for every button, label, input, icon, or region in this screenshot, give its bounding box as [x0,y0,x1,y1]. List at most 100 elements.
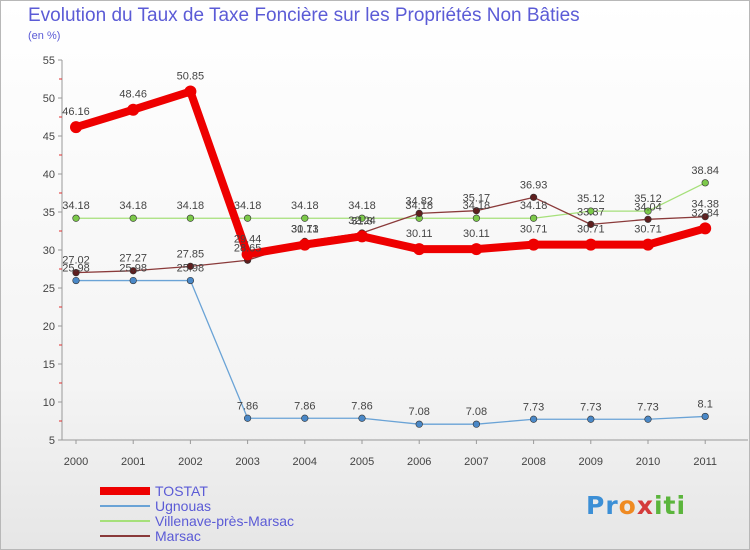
data-label-villenave-pr-s-marsac: 34.18 [348,200,376,212]
data-point-ugnouas [72,276,80,285]
chart-title: Evolution du Taux de Taxe Foncière sur l… [28,5,580,26]
data-label-tostat: 30.11 [406,228,433,240]
data-label-tostat: 30.11 [463,228,490,240]
data-label-villenave-pr-s-marsac: 34.18 [62,200,90,212]
data-label-ugnouas: 7.73 [523,401,544,413]
data-point-villenave-pr-s-marsac [244,214,252,222]
data-label-tostat: 31.8 [351,215,372,227]
data-point-ugnouas [587,415,595,423]
data-point-villenave-pr-s-marsac [701,179,709,187]
y-tick-label: 30 [43,245,55,257]
data-point-marsac [644,215,652,223]
data-point-ugnouas [701,412,709,421]
data-label-tostat: 50.85 [177,71,205,83]
chart-subtitle: (en %) [28,30,61,42]
y-tick-label: 50 [43,93,55,105]
data-point-ugnouas [301,414,309,422]
data-point-ugnouas [129,276,137,285]
x-tick-label: 2007 [464,456,488,468]
data-label-ugnouas: 7.08 [408,406,429,418]
data-label-tostat: 29.44 [234,233,262,245]
data-point-ugnouas [244,414,252,422]
data-point-tostat [527,238,540,251]
legend-label-tostat: TOSTAT [155,483,208,499]
data-label-marsac: 32.24 [348,215,376,227]
data-label-ugnouas: 7.73 [580,401,601,413]
data-label-tostat: 46.16 [62,106,90,118]
data-labels: 25.98 25.98 25.98 7.86 7.86 7.86 7.08 7.08 7.73 7… [62,71,719,419]
data-point-tostat [70,121,82,134]
data-label-marsac: 36.93 [520,179,548,191]
data-point-marsac [129,267,137,275]
axes: 5 10 15 20 25 30 35 40 45 50 55 2000 2001 2002 2003 200… [43,55,748,468]
x-tick-label: 2004 [293,456,317,468]
y-tick-label: 5 [49,435,55,447]
data-label-marsac: 33.37 [577,206,605,218]
data-point-villenave-pr-s-marsac [358,214,366,222]
data-label-tostat: 30.71 [291,224,319,236]
data-point-marsac [72,269,80,277]
series-line-marsac [75,196,706,274]
data-label-villenave-pr-s-marsac: 34.18 [463,200,491,212]
data-point-tostat [298,238,311,251]
data-label-tostat: 30.71 [577,224,605,236]
data-point-ugnouas [529,415,538,423]
data-label-tostat: 30.71 [634,224,662,236]
data-point-tostat [584,238,597,251]
data-label-villenave-pr-s-marsac: 34.18 [405,200,433,212]
x-tick-label: 2005 [350,456,374,468]
data-point-tostat [184,85,197,98]
data-label-ugnouas: 25.98 [177,263,205,275]
x-tick-label: 2000 [64,456,88,468]
y-tick-label: 10 [43,397,55,409]
data-point-tostat [699,222,712,235]
data-point-ugnouas [644,415,652,423]
data-point-ugnouas [415,420,423,428]
data-point-ugnouas [358,414,366,422]
data-label-villenave-pr-s-marsac: 38.84 [691,165,719,177]
series-line-tostat [72,87,710,259]
data-label-ugnouas: 7.08 [466,406,487,418]
legend-label-villenave: Villenave-près-Marsac [155,513,295,529]
data-point-villenave-pr-s-marsac [301,214,309,222]
y-tick-label: 40 [43,169,55,181]
data-point-tostat [127,103,140,116]
data-point-marsac [415,209,423,217]
data-label-marsac: 34.82 [405,195,433,207]
x-tick-label: 2008 [521,456,545,468]
y-tick-label: 25 [43,283,55,295]
y-tick-label: 55 [43,55,55,67]
data-label-tostat: 32.84 [691,207,719,219]
data-label-villenave-pr-s-marsac: 34.18 [234,200,262,212]
x-tick-label: 2001 [121,456,145,468]
y-tick-label: 35 [43,207,55,219]
data-point-villenave-pr-s-marsac [186,214,194,222]
data-label-villenave-pr-s-marsac: 34.18 [177,200,205,212]
data-point-marsac [472,207,481,215]
data-label-marsac: 27.02 [62,255,90,267]
y-tick-label: 15 [43,359,55,371]
data-point-villenave-pr-s-marsac [529,214,538,222]
data-point-marsac [587,220,595,228]
data-label-villenave-pr-s-marsac: 35.12 [634,193,662,205]
data-label-ugnouas: 7.86 [351,400,372,412]
data-label-marsac: 31.13 [291,223,319,235]
data-label-ugnouas: 7.73 [637,401,658,413]
series-line-villenave-pr-s-marsac [75,182,706,219]
x-tick-label: 2003 [235,456,259,468]
data-label-marsac: 35.17 [463,193,491,205]
legend-label-ugnouas: Ugnouas [155,498,212,514]
legend-swatches [100,487,150,537]
x-tick-label: 2011 [693,456,717,468]
data-point-marsac [186,262,194,270]
data-label-marsac: 34.38 [691,199,719,211]
legend-label-marsac: Marsac [155,528,201,544]
data-point-tostat [470,243,483,256]
data-label-marsac: 27.27 [119,253,147,265]
data-point-villenave-pr-s-marsac [72,214,80,222]
data-label-ugnouas: 25.98 [119,263,147,275]
data-label-tostat: 30.71 [520,224,548,236]
y-tick-label: 20 [43,321,55,333]
